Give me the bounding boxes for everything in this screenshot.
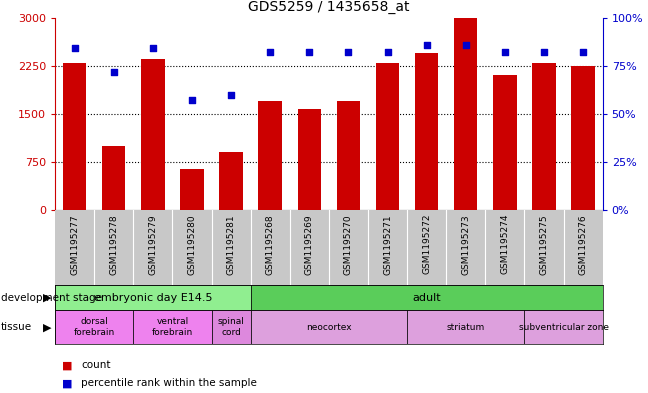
Text: spinal
cord: spinal cord: [218, 318, 244, 337]
Bar: [180, 169, 203, 210]
Text: GSM1195271: GSM1195271: [383, 214, 392, 275]
Title: GDS5259 / 1435658_at: GDS5259 / 1435658_at: [248, 0, 410, 14]
Bar: [259, 101, 282, 210]
Bar: [454, 18, 478, 210]
Text: dorsal
forebrain: dorsal forebrain: [74, 318, 115, 337]
Point: [500, 49, 510, 55]
Bar: [251, 310, 407, 344]
Text: adult: adult: [412, 293, 441, 303]
Text: GSM1195275: GSM1195275: [540, 214, 548, 275]
Text: GSM1195278: GSM1195278: [110, 214, 118, 275]
Point: [421, 42, 432, 48]
Bar: [63, 62, 86, 210]
Bar: [532, 63, 556, 210]
Bar: [297, 109, 321, 210]
Point: [226, 92, 237, 98]
Bar: [102, 146, 126, 210]
Text: ■: ■: [62, 378, 72, 388]
Bar: [133, 310, 211, 344]
Text: GSM1195281: GSM1195281: [227, 214, 236, 275]
Bar: [337, 101, 360, 210]
Bar: [55, 285, 251, 310]
Text: GSM1195273: GSM1195273: [461, 214, 470, 275]
Text: GSM1195269: GSM1195269: [305, 214, 314, 275]
Bar: [524, 310, 603, 344]
Text: tissue: tissue: [1, 322, 32, 332]
Text: GSM1195277: GSM1195277: [70, 214, 79, 275]
Bar: [572, 66, 595, 210]
Bar: [55, 310, 133, 344]
Bar: [415, 53, 438, 210]
Point: [304, 49, 314, 55]
Text: neocortex: neocortex: [306, 323, 352, 332]
Text: striatum: striatum: [446, 323, 485, 332]
Text: percentile rank within the sample: percentile rank within the sample: [81, 378, 257, 388]
Text: GSM1195280: GSM1195280: [187, 214, 196, 275]
Point: [109, 68, 119, 75]
Text: count: count: [81, 360, 111, 371]
Bar: [251, 285, 603, 310]
Text: GSM1195279: GSM1195279: [148, 214, 157, 275]
Point: [265, 49, 275, 55]
Bar: [376, 62, 399, 210]
Point: [382, 49, 393, 55]
Point: [538, 49, 549, 55]
Text: ▶: ▶: [43, 293, 52, 303]
Text: GSM1195268: GSM1195268: [266, 214, 275, 275]
Point: [69, 45, 80, 51]
Text: GSM1195276: GSM1195276: [579, 214, 588, 275]
Text: development stage: development stage: [1, 293, 102, 303]
Bar: [211, 310, 251, 344]
Text: GSM1195272: GSM1195272: [422, 214, 431, 274]
Bar: [219, 152, 243, 210]
Text: ▶: ▶: [43, 322, 52, 332]
Text: ventral
forebrain: ventral forebrain: [152, 318, 193, 337]
Point: [187, 97, 197, 104]
Text: GSM1195270: GSM1195270: [344, 214, 353, 275]
Point: [148, 45, 158, 51]
Text: ■: ■: [62, 360, 72, 371]
Text: subventricular zone: subventricular zone: [518, 323, 608, 332]
Text: GSM1195274: GSM1195274: [500, 214, 509, 274]
Point: [578, 49, 588, 55]
Bar: [407, 310, 524, 344]
Bar: [141, 59, 165, 210]
Bar: [493, 75, 516, 210]
Point: [461, 42, 471, 48]
Point: [343, 49, 354, 55]
Text: embryonic day E14.5: embryonic day E14.5: [93, 293, 212, 303]
